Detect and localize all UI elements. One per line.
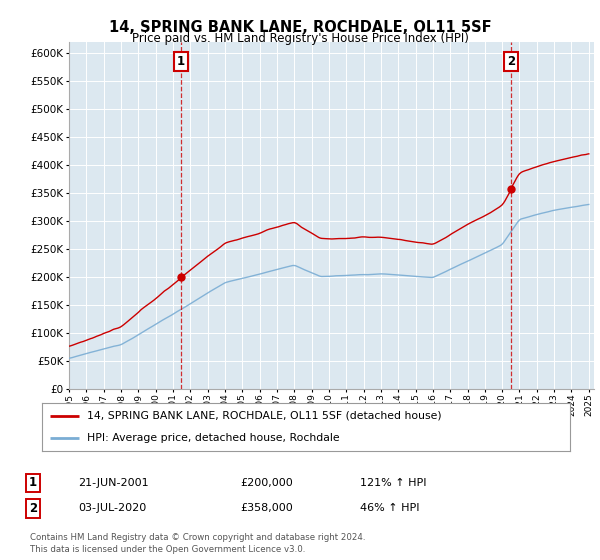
Text: 14, SPRING BANK LANE, ROCHDALE, OL11 5SF: 14, SPRING BANK LANE, ROCHDALE, OL11 5SF: [109, 20, 491, 35]
Text: 121% ↑ HPI: 121% ↑ HPI: [360, 478, 427, 488]
Text: 03-JUL-2020: 03-JUL-2020: [78, 503, 146, 514]
Text: Contains HM Land Registry data © Crown copyright and database right 2024.
This d: Contains HM Land Registry data © Crown c…: [30, 533, 365, 554]
Text: 2: 2: [507, 54, 515, 68]
Text: 21-JUN-2001: 21-JUN-2001: [78, 478, 149, 488]
Text: 1: 1: [177, 54, 185, 68]
Text: 14, SPRING BANK LANE, ROCHDALE, OL11 5SF (detached house): 14, SPRING BANK LANE, ROCHDALE, OL11 5SF…: [87, 410, 442, 421]
Text: 2: 2: [29, 502, 37, 515]
Text: £200,000: £200,000: [240, 478, 293, 488]
Text: 1: 1: [29, 476, 37, 489]
Text: 46% ↑ HPI: 46% ↑ HPI: [360, 503, 419, 514]
Text: HPI: Average price, detached house, Rochdale: HPI: Average price, detached house, Roch…: [87, 433, 340, 444]
Text: £358,000: £358,000: [240, 503, 293, 514]
Text: Price paid vs. HM Land Registry's House Price Index (HPI): Price paid vs. HM Land Registry's House …: [131, 32, 469, 45]
